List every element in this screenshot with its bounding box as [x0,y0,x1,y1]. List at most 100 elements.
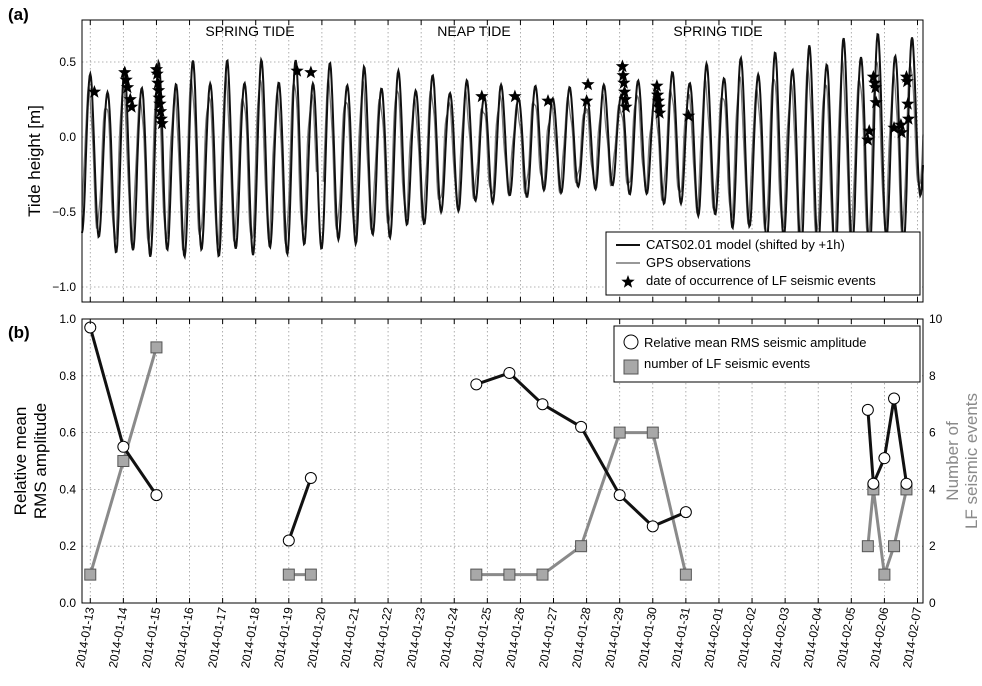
rms-amplitude-series-segment [287,477,313,542]
rms-amplitude-point [117,440,130,453]
lf-event-star [125,100,139,113]
lf-event-star [617,76,631,89]
lf-event-star [152,91,166,104]
x-tick-label: 2014-01-24 [437,606,462,669]
lf-event-count-point [282,568,295,581]
lf-event-star [866,70,880,83]
tide-annotation: SPRING TIDE [673,23,762,39]
panel-a-ytick-label: 0.5 [59,55,76,69]
rms-amplitude-point [613,489,626,502]
lf-event-star [87,85,102,98]
lf-event-star [155,116,169,130]
lf-event-star [862,124,876,137]
legend-rms-swatch [623,334,639,350]
lf-event-count-point [861,540,874,553]
lf-event-star [682,109,696,122]
lf-event-star [652,100,666,113]
panel-b-right-ytick-label: 8 [929,369,936,383]
x-tick-label: 2014-01-29 [602,606,627,669]
x-tick-label: 2014-01-15 [139,606,164,669]
rms-amplitude-point [536,398,549,411]
x-tick-label: 2014-01-16 [172,606,197,669]
lf-event-star [617,85,632,98]
rms-amplitude-point [470,378,483,391]
lf-event-star [151,83,166,97]
lf-event-star [895,125,909,139]
rms-amplitude-point [861,403,874,416]
panel-a-frame [81,19,924,303]
lf-event-star [869,95,883,109]
lf-event-count-point [646,426,659,439]
x-tick-label: 2014-01-14 [106,606,131,669]
x-tick-label: 2014-01-18 [238,606,263,669]
x-tick-label: 2014-01-19 [271,606,296,669]
rms-amplitude-point [282,534,295,547]
x-tick-label: 2014-01-28 [569,606,594,669]
tide-annotation: NEAP TIDE [437,23,510,39]
panel-b-grid [82,319,923,603]
lf-event-count-point [575,540,588,553]
panel-a-ytick-label: −0.5 [52,205,76,219]
panel-b-right-ylabel: LF seismic events [962,393,981,529]
lf-event-star [887,121,901,134]
rms-amplitude-point [304,472,317,485]
legend-star-swatch [621,275,635,288]
rms-amplitude-point [150,489,163,502]
lf-event-count-point [679,568,692,581]
lf-event-count-point [150,341,163,354]
x-tick-label: 2014-01-30 [635,606,660,669]
lf-event-star [120,80,135,94]
rms-amplitude-point [867,477,880,490]
panel-a-ytick-label: 0.0 [59,130,76,144]
lf-event-star [151,76,165,89]
lf-event-star [619,100,633,113]
panel-a-legend-entry: GPS observations [646,255,751,270]
panel-b-legend-entry: number of LF seismic events [644,356,811,371]
panel-a-label: (a) [8,5,29,24]
rms-amplitude-series-segment [866,398,908,485]
x-tick-label: 2014-01-22 [371,606,396,669]
rms-amplitude-point [646,520,659,533]
x-tick-label: 2014-02-01 [701,606,726,669]
panel-a-ylabel: Tide height [m] [25,105,44,217]
x-tick-label: 2014-02-06 [867,606,892,669]
lf-event-star [541,94,555,107]
rms-amplitude-point [878,452,891,465]
lf-event-star [304,65,318,79]
x-tick-label: 2014-01-13 [73,606,98,669]
lf-event-star [650,79,664,92]
panel-b-frame [81,318,924,604]
panel-b-legend: Relative mean RMS seismic amplitude numbe… [613,325,921,383]
lf-event-star [616,68,630,82]
lf-event-star [653,106,667,119]
lf-event-star [123,92,137,106]
lf-event-star [508,89,522,103]
lf-event-star [901,112,916,125]
legend-count-swatch [623,359,639,375]
rms-amplitude-point [575,420,588,433]
lf-event-star [475,89,489,103]
panel-b-right-ylabel: Number of [943,421,962,501]
lf-event-star [579,94,594,107]
lf-event-star [118,65,132,79]
panel-b-left-ytick-label: 0.6 [59,426,76,440]
x-tick-label: 2014-01-25 [470,606,495,669]
panel-b-left-ytick-label: 0.0 [59,596,76,610]
lf-event-star [650,88,665,101]
lf-event-star [119,73,133,86]
lf-event-count-series-segment [866,489,908,576]
lf-event-count-series [84,341,913,581]
panel-b-left-ytick-label: 0.4 [59,482,76,496]
tide-annotation: SPRING TIDE [205,23,294,39]
rms-amplitude-point [900,477,913,490]
panel-b-left-ytick-label: 0.8 [59,369,76,383]
lf-event-star [290,64,304,77]
panel-b-left-ylabel: RMS amplitude [31,403,50,519]
lf-event-star [150,67,164,80]
lf-event-count-point [117,455,130,467]
panel-b-left-ytick-label: 1.0 [59,312,76,326]
rms-amplitude-series [84,321,913,547]
panel-a-legend-entry: date of occurrence of LF seismic events [646,273,876,288]
x-tick-label: 2014-02-02 [735,606,760,669]
